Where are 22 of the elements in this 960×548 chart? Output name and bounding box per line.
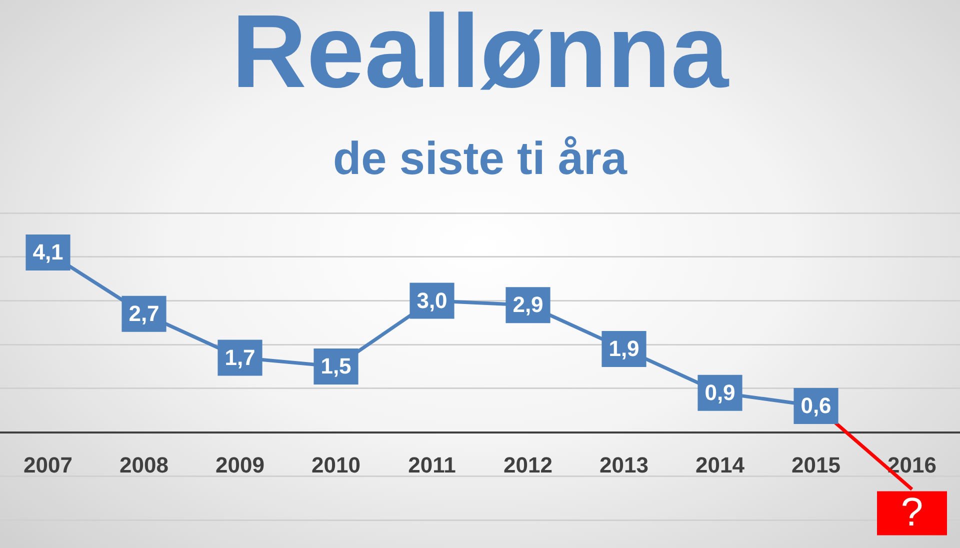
x-tick-label: 2015 xyxy=(792,452,840,478)
x-tick-label: 2010 xyxy=(312,452,360,478)
x-tick-label: 2013 xyxy=(600,452,648,478)
data-label: 3,0 xyxy=(416,288,448,313)
x-tick-label: 2016 xyxy=(888,452,936,478)
x-tick-label: 2012 xyxy=(504,452,552,478)
data-label: 4,1 xyxy=(32,240,64,265)
data-label: 0,6 xyxy=(800,393,832,418)
data-label: 1,7 xyxy=(224,344,256,370)
data-label: 1,5 xyxy=(320,354,352,379)
data-label: 0,9 xyxy=(704,380,736,405)
x-tick-label: 2014 xyxy=(696,452,746,478)
chart-title: Reallønna xyxy=(230,0,730,112)
chart-subtitle: de siste ti åra xyxy=(332,131,628,186)
data-label: 1,9 xyxy=(608,336,640,362)
x-tick-label: 2011 xyxy=(408,452,456,478)
data-label: ? xyxy=(900,490,924,534)
data-label: 2,9 xyxy=(512,292,544,318)
x-tick-label: 2009 xyxy=(216,452,264,478)
x-tick-label: 2007 xyxy=(24,452,72,478)
x-tick-label: 2008 xyxy=(120,452,168,478)
data-label: 2,7 xyxy=(128,300,160,326)
